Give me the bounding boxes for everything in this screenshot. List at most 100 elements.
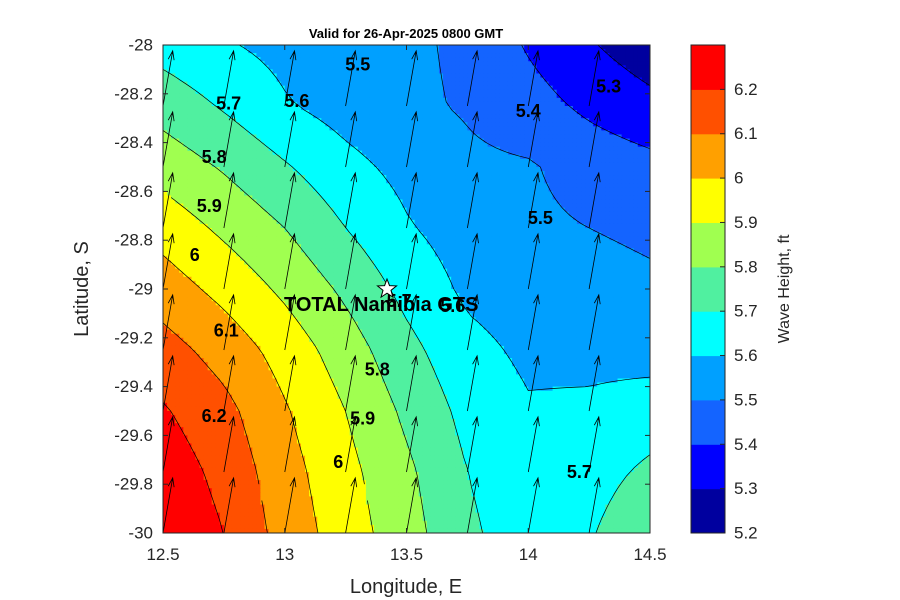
contour-fill-cell (337, 203, 343, 209)
contour-fill-cell (503, 106, 509, 111)
contour-fill-cell (552, 106, 558, 111)
contour-fill-cell (621, 97, 627, 103)
contour-fill-cell (292, 162, 298, 168)
contour-fill-cell (296, 167, 302, 172)
contour-fill-cell (329, 162, 335, 168)
contour-fill-cell (292, 154, 298, 160)
contour-fill-cell (564, 134, 570, 140)
contour-fill-cell (540, 134, 546, 140)
contour-fill-cell (532, 203, 537, 209)
contour-fill-cell (390, 57, 395, 62)
contour-fill-cell (163, 126, 168, 131)
contour-fill-cell (581, 65, 586, 70)
contour-fill-cell (223, 106, 229, 111)
contour-fill-cell (211, 93, 217, 99)
contour-fill-cell (499, 69, 505, 75)
contour-fill-cell (426, 118, 432, 123)
contour-fill-cell (236, 138, 241, 144)
contour-fill-cell (378, 187, 383, 192)
contour-fill-cell (236, 89, 241, 95)
contour-fill-cell (207, 154, 213, 160)
contour-fill-cell (329, 89, 335, 95)
contour-fill-cell (605, 45, 611, 50)
contour-fill-cell (528, 65, 533, 70)
contour-fill-cell (617, 158, 623, 164)
contour-fill-cell (341, 49, 347, 54)
contour-fill-cell (163, 93, 168, 99)
contour-fill-cell (284, 97, 290, 103)
contour-fill-cell (593, 93, 598, 99)
contour-fill-cell (369, 61, 375, 66)
contour-fill-cell (378, 138, 383, 144)
contour-fill-cell (248, 130, 253, 136)
contour-fill-cell (552, 154, 558, 160)
contour-fill-cell (487, 162, 493, 168)
contour-fill-cell (309, 122, 314, 127)
contour-fill-cell (260, 211, 266, 217)
contour-fill-cell (434, 199, 440, 205)
contour-fill-cell (268, 183, 274, 188)
contour-fill-cell (288, 106, 294, 111)
contour-fill-cell (512, 142, 517, 148)
contour-fill-cell (609, 183, 615, 188)
contour-fill-cell (426, 81, 432, 87)
contour-fill-cell (601, 142, 606, 148)
contour-fill-cell (552, 183, 558, 188)
contour-fill-cell (305, 110, 310, 115)
contour-fill-cell (593, 162, 598, 168)
contour-fill-cell (434, 106, 440, 111)
contour-fill-cell (357, 142, 363, 148)
contour-fill-cell (629, 142, 635, 148)
contour-fill-cell (207, 65, 213, 70)
contour-fill-cell (223, 85, 229, 91)
contour-fill-cell (382, 85, 387, 91)
contour-fill-cell (345, 203, 351, 209)
contour-fill-cell (268, 57, 274, 62)
contour-fill-cell (430, 179, 436, 184)
contour-fill-cell (605, 187, 611, 192)
contour-fill-cell (276, 85, 282, 91)
contour-fill-cell (163, 85, 168, 91)
contour-fill-cell (207, 126, 213, 131)
contour-fill-cell (171, 183, 176, 188)
contour-fill-cell (374, 146, 379, 152)
contour-fill-cell (593, 154, 598, 160)
contour-fill-cell (597, 142, 602, 148)
contour-fill-cell (183, 85, 188, 91)
contour-fill-cell (280, 142, 286, 148)
contour-fill-cell (236, 203, 241, 209)
contour-fill-cell (499, 73, 505, 79)
contour-fill-cell (475, 65, 481, 70)
contour-fill-cell (426, 203, 432, 209)
contour-fill-cell (369, 77, 375, 83)
contour-fill-cell (487, 73, 493, 79)
contour-fill-cell (467, 69, 473, 75)
contour-fill-cell (564, 158, 570, 164)
contour-fill-cell (471, 118, 477, 123)
contour-fill-cell (349, 183, 355, 188)
contour-fill-cell (507, 158, 513, 164)
contour-fill-cell (240, 49, 245, 54)
contour-fill-cell (223, 203, 229, 209)
contour-fill-cell (223, 61, 229, 66)
contour-fill-cell (365, 203, 371, 209)
contour-fill-cell (581, 126, 586, 131)
contour-fill-cell (325, 130, 330, 136)
contour-fill-cell (374, 126, 379, 131)
contour-fill-cell (467, 171, 473, 176)
contour-fill-cell (625, 101, 631, 107)
contour-fill-cell (187, 130, 193, 136)
contour-fill-cell (305, 69, 310, 75)
contour-fill-cell (211, 134, 217, 140)
contour-fill-cell (483, 101, 489, 107)
contour-fill-cell (597, 191, 602, 197)
contour-fill-cell (609, 97, 615, 103)
contour-fill-cell (548, 203, 554, 209)
contour-fill-cell (581, 142, 586, 148)
contour-fill-cell (309, 162, 314, 168)
contour-fill-cell (219, 65, 225, 70)
contour-fill-cell (183, 93, 188, 99)
contour-fill-cell (296, 110, 302, 115)
contour-fill-cell (272, 158, 278, 164)
contour-fill-cell (568, 77, 574, 83)
